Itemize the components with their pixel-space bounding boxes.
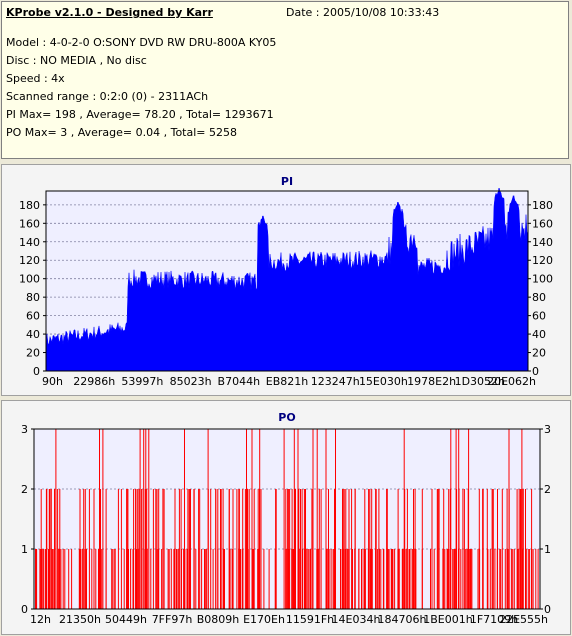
po-xtick-label: 1F7109h — [470, 613, 518, 626]
po-xtick-label: 7FF97h — [152, 613, 193, 626]
pi-xtick-label: 85023h — [170, 375, 212, 388]
info-panel: KProbe v2.1.0 - Designed by Karr Date : … — [1, 1, 569, 159]
pi-ytick-left: 120 — [19, 254, 40, 267]
pi-series-area — [45, 190, 529, 372]
scanned-range-line: Scanned range : 0:2:0 (0) - 2311ACh — [6, 90, 209, 103]
pi-plot-border — [45, 190, 529, 372]
pi-ytick-right: 40 — [532, 328, 546, 341]
pi-ytick-left: 180 — [19, 199, 40, 212]
po-ytick-right: 1 — [544, 543, 551, 556]
pi-ytick-right: 80 — [532, 291, 546, 304]
po-chart: PO 0 0 1 1 2 2 3 3 12h 21350h 50449h 7FF97h B0809h E17… — [21, 411, 551, 626]
pi-ytick-right: 60 — [532, 310, 546, 323]
pi-ytick-right: 20 — [532, 347, 546, 360]
pi-xtick-label: 1D3052h — [455, 375, 505, 388]
po-title: PO — [278, 411, 295, 424]
po-xtick-label: E170Eh — [243, 613, 285, 626]
pi-ytick-left: 160 — [19, 217, 40, 230]
po-ytick-left: 2 — [21, 483, 28, 496]
pi-xtick-label: B7044h — [218, 375, 261, 388]
po-ytick-left: 3 — [21, 423, 28, 436]
po-ytick-left: 1 — [21, 543, 28, 556]
pi-title: PI — [281, 175, 293, 188]
pi-ytick-left: 80 — [26, 291, 40, 304]
pi-ytick-right: 180 — [532, 199, 553, 212]
pi-ytick-right: 140 — [532, 236, 553, 249]
po-xtick-label: 11591Fh — [286, 613, 334, 626]
pi-ytick-left: 100 — [19, 273, 40, 286]
pi-xtick-label: 90h — [42, 375, 63, 388]
pi-ytick-left: 60 — [26, 310, 40, 323]
po-xtick-label: 14E034h — [332, 613, 381, 626]
po-ytick-right: 3 — [544, 423, 551, 436]
po-xtick-label: 12h — [30, 613, 51, 626]
pi-chart-panel: PI 0 0 20 20 40 40 60 60 80 80 100 100 120 120 140 140 16… — [1, 164, 571, 396]
po-ytick-right: 2 — [544, 483, 551, 496]
po-xtick-label: 1BE001h — [423, 613, 472, 626]
pi-xtick-label: 123247h — [311, 375, 360, 388]
po-xtick-label: B0809h — [197, 613, 240, 626]
pi-ytick-right: 160 — [532, 217, 553, 230]
disc-line: Disc : NO MEDIA , No disc — [6, 54, 147, 67]
po-xtick-label: 21350h — [59, 613, 101, 626]
po-ytick-left: 0 — [21, 603, 28, 616]
speed-line: Speed : 4x — [6, 72, 65, 85]
pi-chart: PI 0 0 20 20 40 40 60 60 80 80 100 100 120 120 140 140 16… — [19, 175, 553, 388]
pi-xtick-label: 22986h — [73, 375, 115, 388]
pi-xtick-label: EB821h — [266, 375, 308, 388]
po-xtick-label: 184706h — [378, 613, 427, 626]
pi-ytick-left: 140 — [19, 236, 40, 249]
pi-ytick-left: 40 — [26, 328, 40, 341]
scan-date: Date : 2005/10/08 10:33:43 — [286, 6, 440, 19]
po-summary-line: PO Max= 3 , Average= 0.04 , Total= 5258 — [6, 126, 237, 139]
po-chart-panel: PO 0 0 1 1 2 2 3 3 12h 21350h 50449h 7FF97h B0809h E17… — [1, 400, 571, 635]
pi-xtick-label: 53997h — [121, 375, 163, 388]
pi-ytick-right: 100 — [532, 273, 553, 286]
po-plot-border — [33, 428, 541, 610]
pi-xtick-label: 15E030h — [359, 375, 408, 388]
po-ytick-right: 0 — [544, 603, 551, 616]
pi-ytick-left: 20 — [26, 347, 40, 360]
pi-ytick-left: 0 — [33, 365, 40, 378]
pi-ytick-right: 120 — [532, 254, 553, 267]
model-line: Model : 4-0-2-0 O:SONY DVD RW DRU-800A K… — [6, 36, 277, 49]
app-title: KProbe v2.1.0 - Designed by Karr — [6, 6, 213, 19]
pi-summary-line: PI Max= 198 , Average= 78.20 , Total= 12… — [6, 108, 274, 121]
pi-ytick-right: 0 — [532, 365, 539, 378]
pi-xtick-label: 20E062h — [487, 375, 536, 388]
po-xtick-label: 22E555h — [499, 613, 548, 626]
pi-xtick-label: 1978E2h — [407, 375, 456, 388]
po-xtick-label: 50449h — [105, 613, 147, 626]
